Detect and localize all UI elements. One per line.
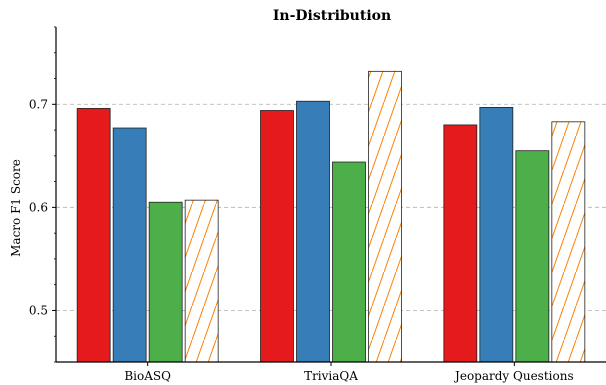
grid-lines [56,103,606,311]
bar-1-1 [76,108,111,363]
y-tick-label: 0.7 [29,97,48,111]
bar-3-1 [443,124,478,363]
x-tick-label: BioASQ [124,369,171,383]
bar-2-1 [260,110,294,363]
chart-title: In-Distribution [273,8,391,24]
tick-labels: 0.5 0.6 0.7 BioASQ TriviaQA Jeopardy Question… [29,97,574,383]
x-tick-label: TriviaQA [304,369,358,383]
x-tick-label: Jeopardy Questions [453,369,574,383]
y-axis-label: Macro F1 Score [9,159,23,257]
bars [76,70,586,363]
bar-2-4 [368,70,402,363]
y-tick-label: 0.5 [29,303,48,317]
axes [52,26,606,366]
bar-2-2 [296,100,330,363]
bar-3-3 [515,150,550,363]
bar-2-3 [332,161,366,363]
bar-3-4 [551,121,586,363]
y-tick-label: 0.6 [29,200,48,214]
bar-1-3 [148,201,183,363]
bar-3-2 [479,107,514,363]
bar-1-4 [184,199,219,363]
bar-1-2 [112,127,147,363]
